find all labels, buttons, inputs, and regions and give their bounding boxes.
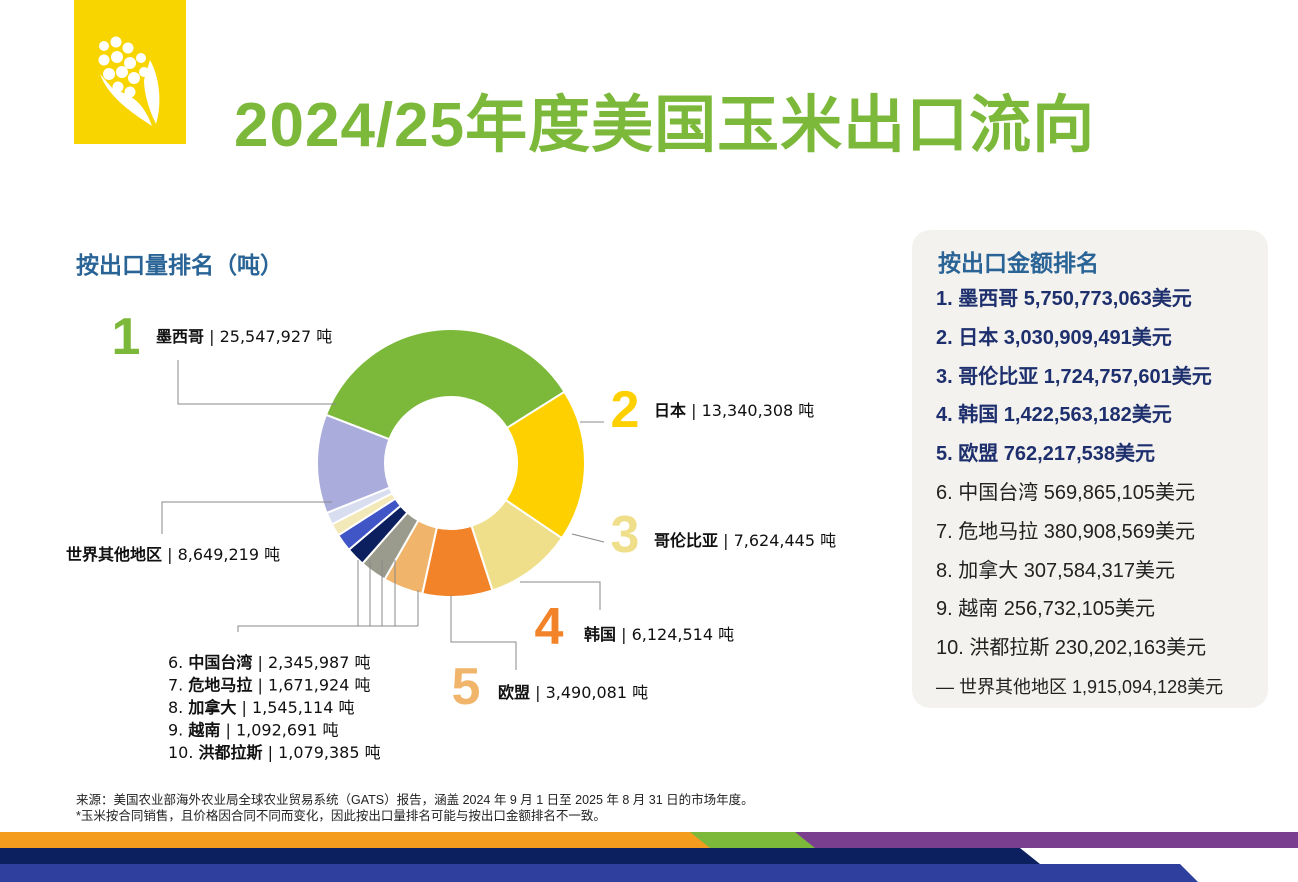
- footer-stripes: [0, 832, 1298, 882]
- value-ranking-item: 9. 越南 256,732,105美元: [936, 598, 1156, 621]
- volume-donut-chart: 1 墨西哥 | 25,547,927 吨 2 日本 | 13,340,308 吨 3 哥伦…: [66, 308, 836, 762]
- donut-slice: [504, 390, 586, 540]
- rank-number: 5: [452, 658, 481, 716]
- value-ranking-item: 10. 洪都拉斯 230,202,163美元: [936, 637, 1207, 660]
- logo: [74, 0, 186, 144]
- value-ranking-item: 6. 中国台湾 569,865,105美元: [936, 481, 1196, 504]
- value-ranking-panel: 按出口金额排名 1. 墨西哥 5,750,773,063美元 2. 日本 3,03…: [912, 230, 1268, 708]
- leader-line: [161, 501, 332, 534]
- chart-title: 按出口量排名（吨）: [76, 252, 283, 278]
- value-ranking-item: 2. 日本 3,030,909,491美元: [936, 326, 1172, 349]
- rank-number: 1: [112, 308, 141, 366]
- value-ranking-item: — 世界其他地区 1,915,094,128美元: [936, 676, 1224, 697]
- slice-label: 墨西哥 | 25,547,927 吨: [156, 327, 332, 346]
- slice-label: 8. 加拿大 | 1,545,114 吨: [168, 698, 354, 717]
- slice-label: 世界其他地区 | 8,649,219 吨: [66, 545, 280, 564]
- slice-label: 哥伦比亚 | 7,624,445 吨: [654, 531, 836, 550]
- value-ranking-item: 7. 危地马拉 380,908,569美元: [936, 520, 1196, 543]
- leader-line: [571, 533, 605, 543]
- slice-label: 10. 洪都拉斯 | 1,079,385 吨: [168, 743, 381, 762]
- rank-number: 3: [611, 506, 640, 564]
- stripe-blue: [0, 864, 1198, 882]
- source-note: 来源：美国农业部海外农业局全球农业贸易系统（GATS）报告，涵盖 2024 年 …: [76, 793, 754, 807]
- value-ranking-item: 5. 欧盟 762,217,538美元: [936, 443, 1156, 466]
- donut-slice: [324, 328, 566, 441]
- slice-label: 9. 越南 | 1,092,691 吨: [168, 721, 338, 740]
- corn-icon: [98, 36, 160, 126]
- value-ranking-title: 按出口金额排名: [938, 250, 1099, 276]
- leader-line: [450, 595, 517, 670]
- leader-line: [177, 360, 336, 405]
- slice-label: 7. 危地马拉 | 1,671,924 吨: [168, 676, 370, 695]
- slice-label: 欧盟 | 3,490,081 吨: [498, 683, 648, 702]
- stripe-green: [690, 832, 825, 848]
- page-title: 2024/25年度美国玉米出口流向: [234, 91, 1096, 160]
- value-ranking-list: 1. 墨西哥 5,750,773,063美元 2. 日本 3,030,909,49…: [936, 284, 1223, 711]
- stripe-orange: [0, 832, 720, 848]
- slice-label: 日本 | 13,340,308 吨: [654, 401, 814, 420]
- donut-slice: [316, 413, 392, 515]
- rank-number: 4: [535, 598, 564, 656]
- rank-number: 2: [611, 381, 640, 439]
- leader-line: [237, 625, 418, 632]
- slice-label: 韩国 | 6,124,514 吨: [584, 625, 734, 644]
- leader-line: [520, 581, 601, 610]
- value-ranking-item: 4. 韩国 1,422,563,182美元: [936, 404, 1172, 427]
- slice-label: 6. 中国台湾 | 2,345,987 吨: [168, 653, 370, 672]
- footnote: 来源：美国农业部海外农业局全球农业贸易系统（GATS）报告，涵盖 2024 年 …: [76, 792, 754, 824]
- contract-note: *玉米按合同销售，且价格因合同不同而变化，因此按出口量排名可能与按出口金额排名不…: [76, 809, 606, 823]
- value-ranking-item: 8. 加拿大 307,584,317美元: [936, 559, 1176, 582]
- value-ranking-item: 3. 哥伦比亚 1,724,757,601美元: [936, 365, 1212, 388]
- stripe-navy: [0, 848, 1040, 864]
- stripe-purple: [795, 832, 1298, 848]
- value-ranking-item: 1. 墨西哥 5,750,773,063美元: [936, 288, 1192, 310]
